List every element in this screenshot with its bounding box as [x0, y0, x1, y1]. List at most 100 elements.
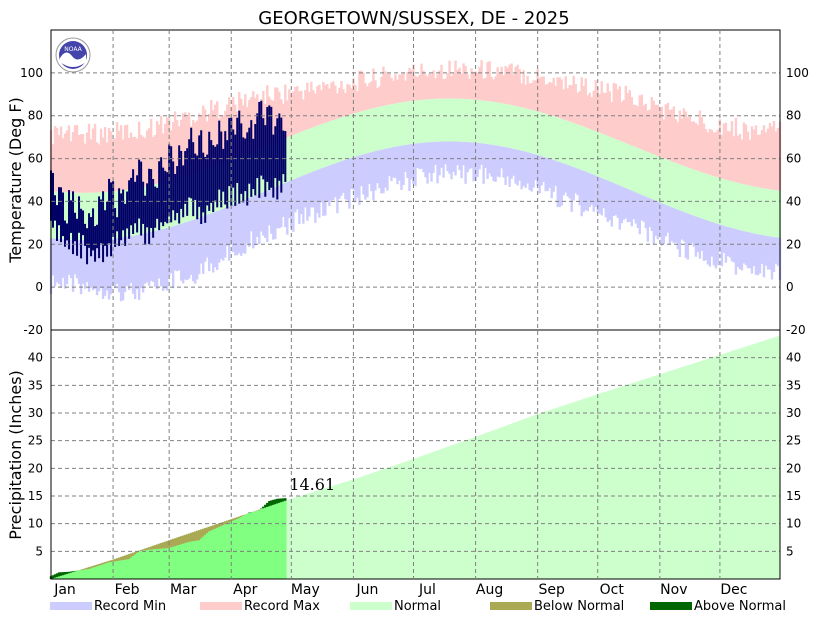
record-min-bar [53, 238, 57, 287]
normal-range-bar [394, 103, 397, 147]
record-max-bar [424, 74, 427, 100]
record-max-bar [718, 119, 722, 178]
record-min-bar [508, 147, 511, 187]
noaa-logo-icon: NOAA [55, 37, 91, 73]
record-min-bar [376, 150, 379, 184]
record-max-bar [216, 101, 219, 166]
observed-precip-bar [55, 577, 59, 579]
record-max-bar [388, 73, 391, 105]
record-min-bar [482, 143, 485, 184]
record-max-bar [55, 127, 59, 192]
observed-precip-bar [81, 569, 85, 579]
normal-range-bar [758, 187, 762, 235]
record-max-bar [284, 84, 287, 139]
month-label: Dec [720, 582, 747, 598]
record-min-bar [720, 225, 724, 267]
normal-range-bar [738, 183, 742, 231]
below-normal-bar [87, 567, 91, 570]
record-max-bar [706, 132, 710, 175]
month-label: Aug [476, 582, 503, 598]
record-max-bar [378, 86, 381, 107]
record-max-bar [532, 80, 535, 111]
record-max-bar [734, 117, 738, 183]
record-max-bar [418, 74, 421, 101]
normal-range-bar [640, 149, 644, 195]
record-min-bar [270, 188, 273, 234]
record-min-bar [760, 234, 764, 264]
below-normal-bar [200, 529, 203, 539]
record-min-bar [442, 141, 445, 178]
record-max-bar [406, 72, 409, 102]
record-min-bar [538, 155, 541, 194]
normal-range-bar [470, 99, 473, 143]
precip-ytick-right: 5 [786, 544, 794, 558]
record-max-bar [740, 139, 744, 184]
normal-range-bar [336, 118, 339, 163]
normal-range-bar [310, 128, 313, 173]
record-min-bar [554, 160, 557, 186]
record-min-bar [268, 189, 271, 226]
record-max-bar [139, 134, 143, 188]
record-min-bar [466, 142, 469, 173]
record-max-bar [698, 110, 702, 172]
precip-ytick-left: 35 [28, 378, 43, 392]
normal-range-bar [346, 115, 349, 160]
record-min-bar [386, 148, 389, 191]
record-max-bar [444, 78, 447, 99]
observed-precip-bar [272, 504, 275, 579]
record-max-bar [542, 76, 545, 114]
normal-range-bar [468, 99, 471, 143]
observed-precip-bar [101, 564, 105, 579]
record-min-bar [338, 161, 341, 199]
normal-range-bar [704, 173, 708, 220]
normal-range-bar [490, 101, 493, 145]
record-min-bar [59, 239, 63, 288]
month-label: Feb [115, 582, 140, 598]
normal-range-bar [588, 128, 591, 174]
below-normal-bar [232, 518, 235, 521]
normal-range-bar [592, 130, 595, 175]
record-min-bar [244, 199, 247, 254]
record-min-bar [57, 238, 61, 285]
record-min-bar [69, 239, 73, 279]
normal-range-bar [776, 190, 780, 238]
observed-precip-bar [250, 512, 253, 579]
record-max-bar [400, 74, 403, 103]
normal-range-bar [678, 164, 682, 211]
record-min-bar [89, 239, 93, 288]
record-min-bar [220, 209, 223, 260]
record-min-bar [592, 174, 595, 212]
record-min-bar [528, 152, 531, 191]
normal-range-bar [350, 114, 353, 158]
record-min-bar [610, 182, 613, 227]
precip-ytick-right: 10 [786, 517, 801, 531]
record-min-bar [135, 234, 139, 290]
record-max-bar [65, 130, 69, 193]
normal-range-bar [572, 122, 575, 167]
normal-range-bar [292, 135, 295, 180]
record-min-bar [430, 142, 433, 182]
normal-range-bar [502, 103, 505, 147]
above-normal-bar [53, 574, 57, 578]
normal-range-bar [576, 124, 579, 169]
normal-range-bar [504, 103, 507, 148]
record-min-bar [366, 153, 369, 198]
record-max-bar [752, 129, 756, 187]
record-min-bar [222, 208, 225, 261]
record-max-bar [578, 91, 581, 126]
record-max-bar [582, 85, 585, 127]
record-max-bar [95, 142, 99, 193]
record-max-bar [246, 107, 249, 154]
observed-precip-bar [187, 541, 191, 579]
below-normal-bar [111, 559, 115, 562]
record-max-bar [486, 62, 489, 102]
record-max-bar [668, 110, 672, 161]
record-min-bar [105, 239, 109, 291]
normal-range-bar [558, 118, 561, 162]
record-max-bar [183, 112, 187, 177]
record-max-bar [163, 123, 167, 182]
observed-precip-bar [274, 504, 277, 579]
normal-range-bar [598, 132, 601, 178]
temp-ytick-right: 20 [786, 237, 801, 251]
temp-ytick-left: 0 [35, 280, 43, 294]
